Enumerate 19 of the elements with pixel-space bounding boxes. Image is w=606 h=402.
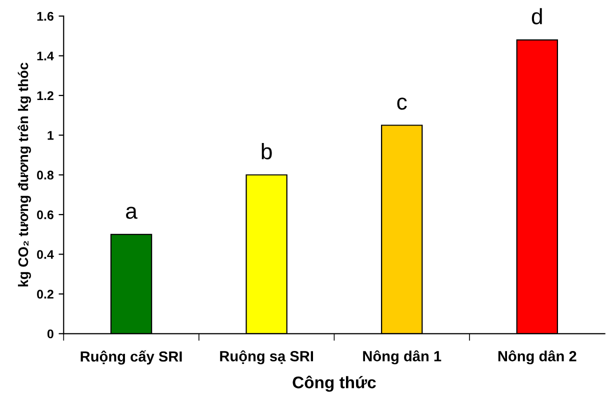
x-axis-title: Công thức	[292, 376, 376, 392]
x-tick-label: Ruộng cấy SRI	[80, 350, 182, 365]
y-axis-title: kg CO₂ tương đương trên kg thóc	[18, 62, 31, 286]
annotation: c	[397, 98, 407, 110]
y-tick-label: 1.2	[37, 91, 54, 100]
y-tick-label: 1	[48, 131, 54, 140]
y-tick-label: 0.8	[37, 170, 54, 180]
y-tick-label: 0.4	[37, 250, 54, 259]
y-tick-label: 1.4	[37, 52, 54, 60]
annotation: d	[532, 8, 542, 24]
y-tick-label: 0.2	[37, 290, 54, 299]
x-tick-label: Ruộng sạ SRI	[220, 350, 313, 364]
y-tick-label: 0.6	[37, 210, 54, 220]
y-tick-label: 1.6	[37, 12, 54, 21]
annotation: b	[262, 143, 272, 160]
x-tick-label: Nông dân 1	[363, 350, 442, 364]
x-tick-label: Nông dân 2	[498, 350, 576, 364]
annotation: a	[126, 206, 138, 219]
y-tick-label: 0	[47, 329, 54, 338]
